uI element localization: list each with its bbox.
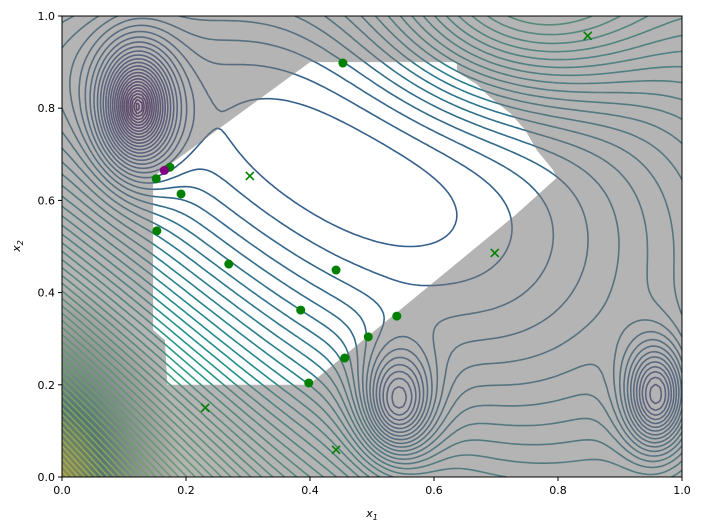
x-tick-label: 0.0 (53, 484, 71, 497)
x-tick-label: 0.2 (177, 484, 195, 497)
sample-point (392, 311, 402, 321)
y-tick-label: 0.2 (38, 379, 56, 392)
infeasible-region-shade (62, 16, 682, 477)
sample-point (176, 189, 186, 199)
y-axis-label: x2 (10, 240, 25, 253)
x-tick-label: 0.8 (549, 484, 567, 497)
cross-marker (583, 31, 593, 41)
y-axis-ticks: 0.0 0.2 0.4 0.6 0.8 1.0 (38, 10, 62, 484)
cross-marker (490, 248, 500, 258)
sample-point (224, 259, 234, 269)
sample-point (304, 378, 314, 388)
x-axis-ticks: 0.0 0.2 0.4 0.6 0.8 1.0 (53, 477, 691, 497)
best-point (159, 165, 169, 175)
scatter-points (151, 31, 593, 455)
plot-frame (61, 15, 683, 478)
cross-marker (331, 445, 341, 455)
y-tick-label: 0.6 (38, 194, 56, 207)
sample-point (151, 174, 161, 184)
sample-point (338, 58, 348, 68)
y-tick-label: 0.8 (38, 102, 56, 115)
sample-point (363, 332, 373, 342)
x-tick-label: 1.0 (673, 484, 691, 497)
sample-point (340, 353, 350, 363)
y-tick-label: 0.0 (38, 471, 56, 484)
x-tick-label: 0.4 (301, 484, 319, 497)
cross-marker (200, 403, 210, 413)
sample-point (152, 226, 162, 236)
y-tick-label: 1.0 (38, 10, 56, 23)
x-axis-label: x1 (365, 507, 378, 522)
sample-point (331, 265, 341, 275)
cross-marker (245, 171, 255, 181)
y-tick-label: 0.4 (38, 287, 56, 300)
sample-point (296, 305, 306, 315)
x-tick-label: 0.6 (425, 484, 443, 497)
